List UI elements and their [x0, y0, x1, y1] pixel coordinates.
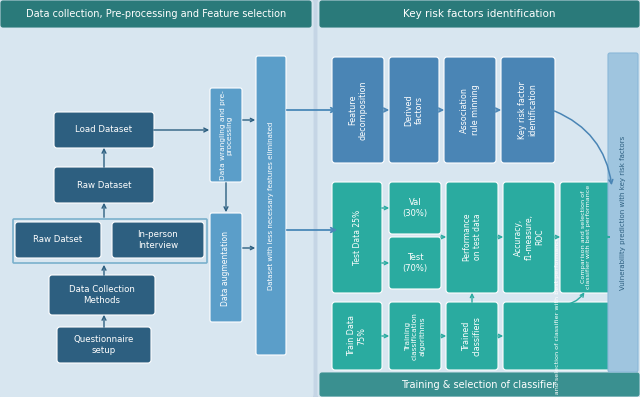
FancyBboxPatch shape — [444, 57, 496, 163]
Text: Test Data 25%: Test Data 25% — [353, 210, 362, 264]
FancyBboxPatch shape — [15, 222, 101, 258]
FancyBboxPatch shape — [49, 275, 155, 315]
Text: Data Collection
Methods: Data Collection Methods — [69, 285, 135, 305]
FancyBboxPatch shape — [332, 182, 382, 293]
FancyBboxPatch shape — [54, 167, 154, 203]
Text: Data wrangling and pre-
processing: Data wrangling and pre- processing — [220, 90, 232, 180]
Text: Raw Datset: Raw Datset — [33, 235, 83, 245]
Text: Data augmentation: Data augmentation — [221, 231, 230, 306]
FancyBboxPatch shape — [210, 88, 242, 182]
FancyBboxPatch shape — [389, 237, 441, 289]
Text: Trained
classifiers: Trained classifiers — [462, 316, 482, 356]
FancyBboxPatch shape — [1, 1, 311, 27]
FancyBboxPatch shape — [332, 57, 384, 163]
Text: Association
rule minning: Association rule minning — [460, 85, 480, 135]
FancyBboxPatch shape — [54, 112, 154, 148]
Text: Accuracy,
f1-measure,
ROC: Accuracy, f1-measure, ROC — [514, 214, 544, 260]
FancyBboxPatch shape — [320, 373, 639, 396]
FancyBboxPatch shape — [256, 56, 286, 355]
FancyBboxPatch shape — [57, 327, 151, 363]
Text: Derived
factors: Derived factors — [404, 94, 424, 126]
FancyBboxPatch shape — [446, 302, 498, 370]
FancyBboxPatch shape — [320, 1, 639, 27]
Text: Val
(30%): Val (30%) — [403, 198, 428, 218]
FancyBboxPatch shape — [501, 57, 555, 163]
Text: Comparison and selection of classifier with best performance: Comparison and selection of classifier w… — [554, 237, 559, 397]
FancyBboxPatch shape — [332, 302, 382, 370]
FancyBboxPatch shape — [503, 302, 612, 370]
Text: Raw Dataset: Raw Dataset — [77, 181, 131, 189]
FancyBboxPatch shape — [112, 222, 204, 258]
FancyBboxPatch shape — [389, 302, 441, 370]
FancyBboxPatch shape — [0, 0, 313, 397]
Text: Load Dataset: Load Dataset — [76, 125, 132, 135]
FancyBboxPatch shape — [446, 182, 498, 293]
Text: Key risk factors identification: Key risk factors identification — [403, 9, 556, 19]
Text: Questionnaire
setup: Questionnaire setup — [74, 335, 134, 355]
Text: Vulnerability prediction with key risk factors: Vulnerability prediction with key risk f… — [620, 136, 626, 290]
Text: Training & selection of classifier: Training & selection of classifier — [401, 380, 557, 390]
Text: Data collection, Pre-processing and Feature selection: Data collection, Pre-processing and Feat… — [26, 9, 286, 19]
Text: Test
(70%): Test (70%) — [403, 253, 428, 273]
Text: Dataset with less necessary features eliminated: Dataset with less necessary features eli… — [268, 122, 274, 290]
FancyBboxPatch shape — [318, 0, 640, 397]
Text: Feature
decomposition: Feature decomposition — [348, 80, 368, 140]
Text: Comparison and selection of
classifier with best performance: Comparison and selection of classifier w… — [580, 185, 591, 289]
FancyBboxPatch shape — [560, 182, 612, 293]
Text: Performance
on test data: Performance on test data — [462, 213, 482, 261]
FancyBboxPatch shape — [608, 53, 638, 372]
FancyBboxPatch shape — [389, 57, 439, 163]
FancyBboxPatch shape — [210, 213, 242, 322]
Text: Train Data
75%: Train Data 75% — [348, 316, 367, 357]
Text: Training
classification
algorithms: Training classification algorithms — [405, 312, 425, 360]
FancyBboxPatch shape — [389, 182, 441, 234]
FancyBboxPatch shape — [503, 182, 555, 293]
Text: Key risk factor
identification: Key risk factor identification — [518, 81, 538, 139]
Text: In-person
Interview: In-person Interview — [138, 230, 179, 250]
